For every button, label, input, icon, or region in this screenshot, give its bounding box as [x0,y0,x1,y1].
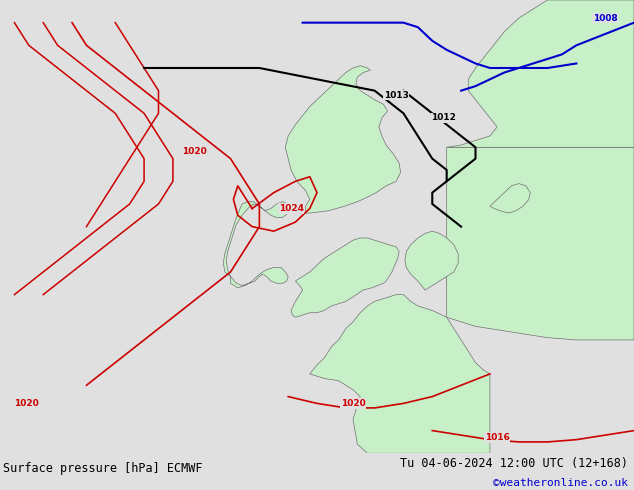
Polygon shape [291,238,399,318]
Text: 1008: 1008 [593,14,618,23]
Text: 1020: 1020 [182,147,207,156]
Text: Surface pressure [hPa] ECMWF: Surface pressure [hPa] ECMWF [3,462,203,475]
Polygon shape [447,0,634,147]
Text: 1020: 1020 [340,399,365,408]
Text: Tu 04-06-2024 12:00 UTC (12+168): Tu 04-06-2024 12:00 UTC (12+168) [399,457,628,470]
Polygon shape [405,231,458,290]
Polygon shape [490,184,530,213]
Polygon shape [223,202,291,288]
Text: 1016: 1016 [484,433,510,442]
Polygon shape [310,294,490,453]
Polygon shape [447,147,634,340]
Text: 1012: 1012 [431,113,456,122]
Text: 1024: 1024 [278,204,304,213]
Text: 1020: 1020 [15,399,39,408]
Polygon shape [285,66,401,213]
Text: ©weatheronline.co.uk: ©weatheronline.co.uk [493,478,628,488]
Text: 1013: 1013 [384,91,409,99]
